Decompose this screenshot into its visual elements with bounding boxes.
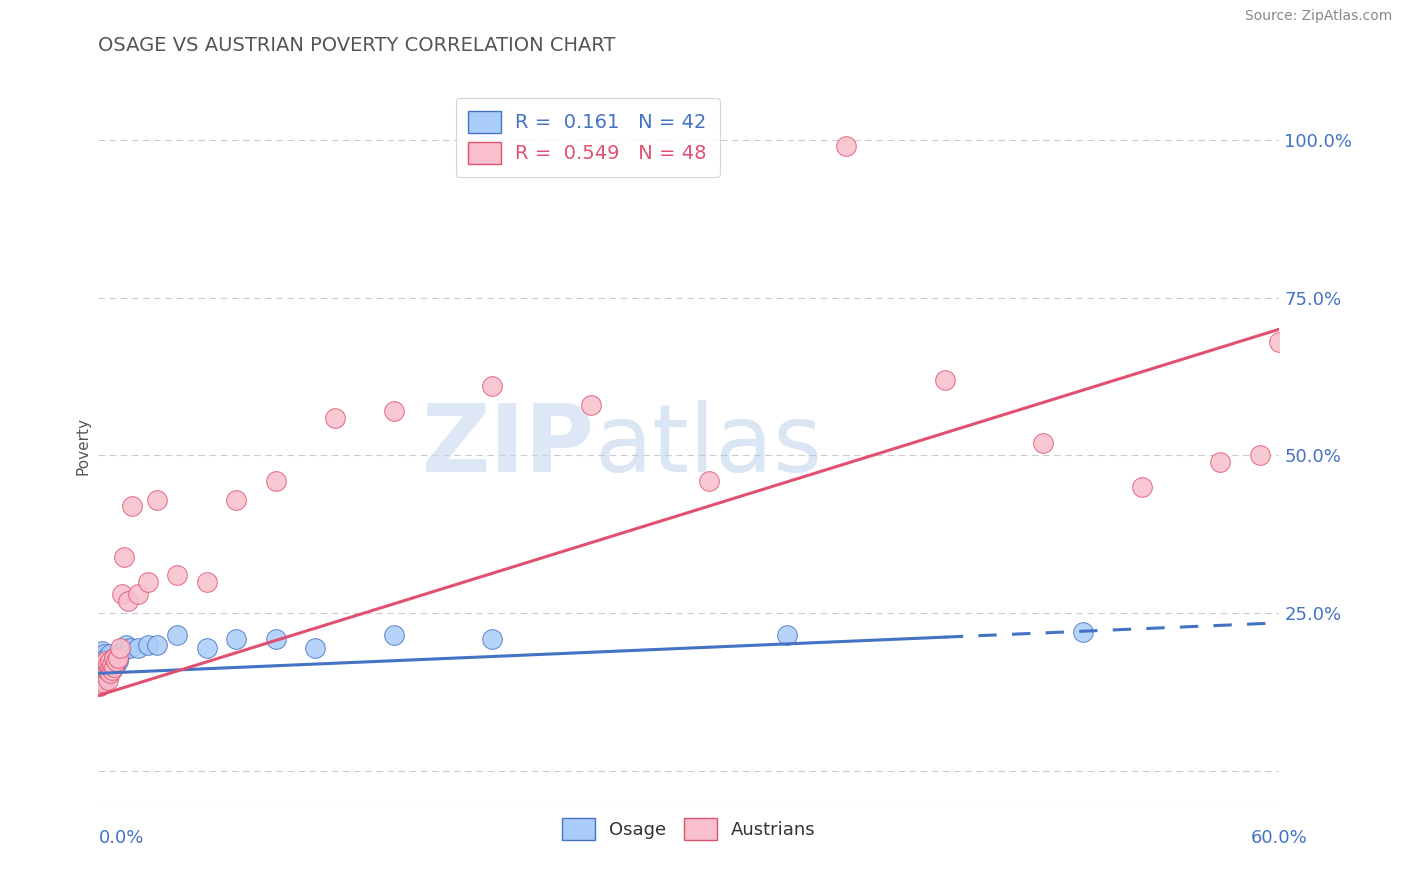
Point — [481, 379, 503, 393]
Point — [1209, 455, 1232, 469]
Point — [97, 652, 120, 666]
Point — [93, 675, 115, 690]
Point — [105, 654, 128, 668]
Point — [1130, 480, 1153, 494]
Point — [103, 650, 125, 665]
Text: atlas: atlas — [595, 400, 823, 492]
Point — [89, 654, 111, 668]
Point — [166, 628, 188, 642]
Point — [101, 663, 124, 677]
Point — [103, 660, 125, 674]
Point — [146, 492, 169, 507]
Point — [115, 638, 138, 652]
Point — [98, 657, 121, 671]
Point — [97, 657, 120, 671]
Legend: Osage, Austrians: Osage, Austrians — [555, 811, 823, 847]
Point — [166, 568, 188, 582]
Point — [93, 654, 115, 668]
Point — [91, 663, 114, 677]
Point — [195, 574, 218, 589]
Point — [98, 666, 121, 681]
Point — [382, 404, 405, 418]
Point — [91, 673, 114, 687]
Point — [101, 654, 124, 668]
Point — [96, 663, 118, 677]
Point — [1249, 449, 1271, 463]
Point — [103, 650, 125, 665]
Point — [93, 657, 115, 671]
Point — [195, 641, 218, 656]
Point — [91, 650, 114, 665]
Point — [91, 657, 114, 671]
Point — [1032, 435, 1054, 450]
Point — [118, 641, 141, 656]
Point — [98, 654, 121, 668]
Point — [1268, 334, 1291, 349]
Point — [127, 641, 149, 656]
Point — [108, 641, 131, 656]
Point — [93, 666, 115, 681]
Point — [96, 650, 118, 665]
Text: OSAGE VS AUSTRIAN POVERTY CORRELATION CHART: OSAGE VS AUSTRIAN POVERTY CORRELATION CH… — [98, 36, 616, 54]
Text: 60.0%: 60.0% — [1251, 829, 1308, 847]
Point — [101, 657, 124, 671]
Point — [225, 632, 247, 646]
Point — [323, 410, 346, 425]
Point — [264, 632, 287, 646]
Point — [121, 499, 143, 513]
Text: 0.0%: 0.0% — [98, 829, 143, 847]
Point — [101, 662, 124, 676]
Point — [107, 654, 129, 668]
Point — [96, 657, 118, 671]
Point — [112, 549, 135, 564]
Point — [93, 666, 115, 681]
Point — [98, 648, 121, 662]
Point — [96, 669, 118, 683]
Point — [89, 669, 111, 683]
Point — [382, 628, 405, 642]
Point — [146, 638, 169, 652]
Point — [98, 660, 121, 674]
Point — [97, 665, 120, 679]
Point — [105, 657, 128, 671]
Point — [91, 666, 114, 681]
Point — [97, 658, 120, 673]
Point — [93, 648, 115, 662]
Point — [103, 660, 125, 674]
Point — [97, 665, 120, 679]
Point — [111, 644, 134, 658]
Text: Source: ZipAtlas.com: Source: ZipAtlas.com — [1244, 9, 1392, 23]
Point — [89, 660, 111, 674]
Point — [1071, 625, 1094, 640]
Point — [89, 666, 111, 681]
Point — [934, 373, 956, 387]
Y-axis label: Poverty: Poverty — [75, 417, 90, 475]
Point — [96, 663, 118, 677]
Point — [89, 679, 111, 693]
Point — [97, 673, 120, 687]
Point — [89, 663, 111, 677]
Point — [108, 648, 131, 662]
Point — [127, 587, 149, 601]
Point — [136, 638, 159, 652]
Point — [835, 139, 858, 153]
Point — [96, 654, 118, 668]
Point — [107, 650, 129, 665]
Point — [111, 587, 134, 601]
Point — [304, 641, 326, 656]
Point — [776, 628, 799, 642]
Point — [93, 660, 115, 674]
Point — [91, 644, 114, 658]
Point — [136, 574, 159, 589]
Point — [579, 398, 602, 412]
Point — [98, 663, 121, 677]
Point — [264, 474, 287, 488]
Point — [697, 474, 720, 488]
Point — [91, 660, 114, 674]
Point — [481, 632, 503, 646]
Text: ZIP: ZIP — [422, 400, 595, 492]
Point — [117, 593, 139, 607]
Point — [225, 492, 247, 507]
